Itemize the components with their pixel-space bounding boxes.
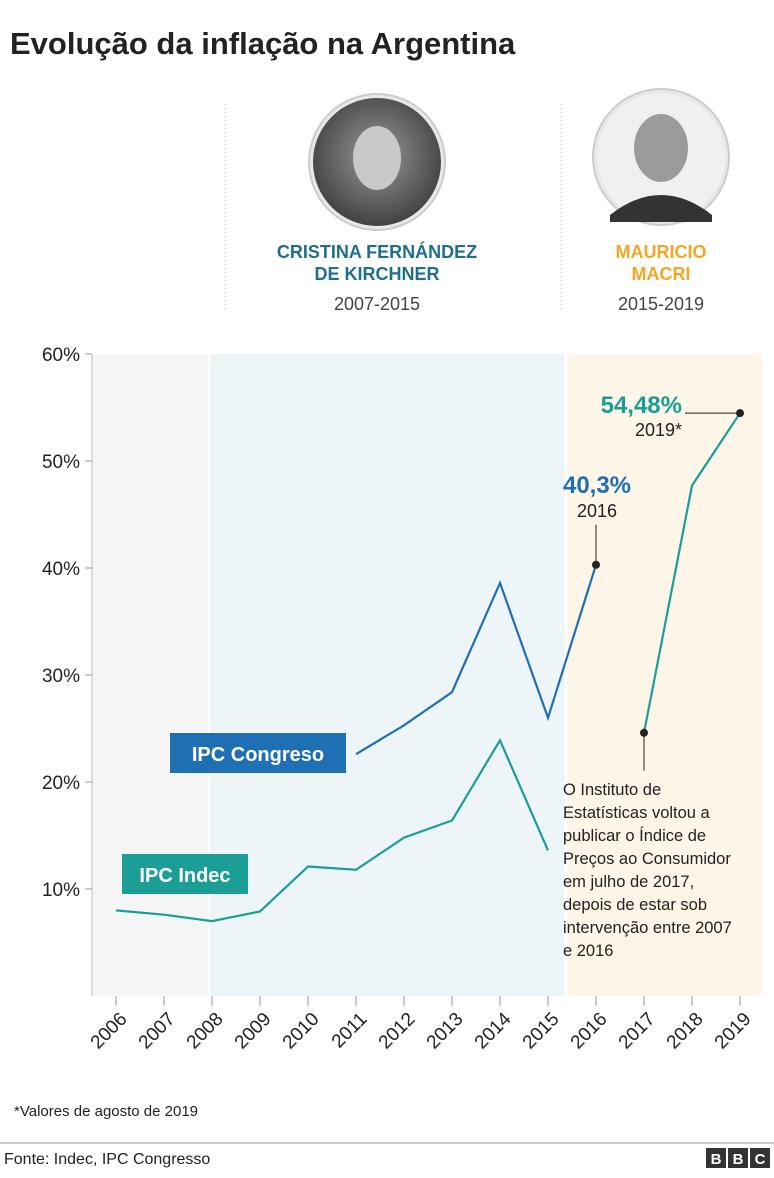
portrait bbox=[592, 88, 730, 226]
y-tick-label: 60% bbox=[42, 345, 80, 366]
x-tick-label: 2015 bbox=[519, 1009, 564, 1054]
series-line bbox=[355, 564, 598, 756]
legend-label: IPC Congreso bbox=[192, 744, 324, 766]
note: Preços ao Consumidor bbox=[563, 850, 731, 868]
legend-label: IPC Indec bbox=[139, 865, 230, 887]
logo-box bbox=[750, 1148, 770, 1168]
shading bbox=[92, 354, 763, 996]
note: Estatísticas voltou a bbox=[563, 804, 711, 822]
x-tick-label: 2018 bbox=[663, 1009, 708, 1054]
logo-box bbox=[706, 1148, 726, 1168]
legend-swatch bbox=[170, 733, 346, 773]
x-tick-label: 2013 bbox=[423, 1009, 468, 1054]
x-tick-label: 2017 bbox=[615, 1009, 660, 1054]
y-tick-label: 40% bbox=[42, 559, 80, 580]
x-tick-label: 2006 bbox=[87, 1009, 132, 1054]
y-tick-label: 30% bbox=[42, 666, 80, 687]
y-tick-label: 20% bbox=[42, 773, 80, 794]
logo: B bbox=[733, 1151, 744, 1168]
note: intervenção entre 2007 bbox=[563, 919, 732, 937]
x-tick-label: 2019 bbox=[711, 1009, 756, 1054]
note: em julho de 2017, bbox=[563, 873, 694, 891]
x-tick-label: 2016 bbox=[567, 1009, 612, 1054]
x-tick-label: 2014 bbox=[471, 1008, 516, 1053]
x-tick-label: 2012 bbox=[375, 1009, 420, 1054]
president-years: 2007-2015 bbox=[334, 294, 420, 314]
source: Fonte: Indec, IPC Congresso bbox=[4, 1151, 210, 1168]
president-name: DE KIRCHNER bbox=[314, 264, 439, 284]
logo: C bbox=[755, 1151, 766, 1168]
note: O Instituto de bbox=[563, 781, 661, 799]
logo-box bbox=[728, 1148, 748, 1168]
note: publicar o Índice de bbox=[563, 826, 706, 845]
logo: B bbox=[711, 1151, 722, 1168]
x-tick-label: 2011 bbox=[328, 1009, 372, 1053]
president-name: MACRI bbox=[632, 264, 691, 284]
series-line bbox=[115, 412, 741, 923]
legend-swatch bbox=[122, 854, 248, 894]
president-years: 2015-2019 bbox=[618, 294, 704, 314]
data-point bbox=[592, 560, 600, 569]
note: depois de estar sob bbox=[563, 896, 707, 914]
x-tick-label: 2008 bbox=[183, 1009, 228, 1054]
president-name: CRISTINA FERNÁNDEZ bbox=[277, 241, 477, 262]
president-name: MAURICIO bbox=[616, 242, 707, 262]
x-tick-label: 2009 bbox=[231, 1009, 276, 1054]
x-tick-label: 2010 bbox=[279, 1009, 324, 1054]
y-tick-label: 10% bbox=[42, 880, 80, 901]
footnote: *Valores de agosto de 2019 bbox=[14, 1103, 198, 1120]
data-point bbox=[640, 728, 648, 737]
data-point bbox=[736, 409, 744, 418]
shaded-span bbox=[92, 354, 209, 996]
chart-title: Evolução da inflação na Argentina bbox=[10, 26, 516, 61]
value-label: 40,3% bbox=[563, 472, 631, 499]
annotation: 2016 bbox=[577, 501, 617, 521]
shaded-span bbox=[567, 354, 763, 996]
x-tick-label: 2007 bbox=[135, 1009, 180, 1054]
shaded-span bbox=[210, 354, 565, 996]
value-label: 54,48% bbox=[601, 392, 682, 419]
y-tick-label: 50% bbox=[42, 452, 80, 473]
portrait bbox=[308, 93, 446, 231]
annotation: 2019* bbox=[635, 420, 682, 440]
note: e 2016 bbox=[563, 942, 613, 960]
